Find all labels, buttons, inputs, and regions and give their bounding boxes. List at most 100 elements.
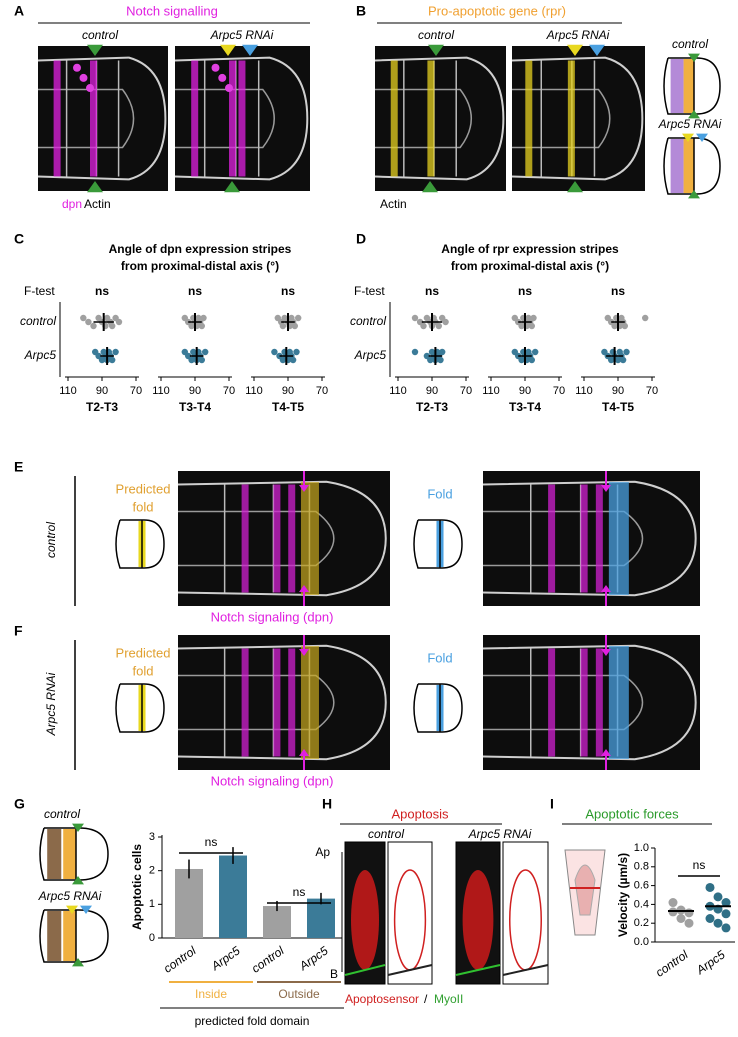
condition-label: control	[82, 28, 118, 42]
x-tick-label: control	[161, 943, 199, 975]
stripe	[390, 60, 398, 177]
x-tick-label: 90	[282, 385, 294, 397]
panel-letter: C	[14, 231, 24, 247]
x-tick-label: 90	[96, 385, 108, 397]
test-label: F-test	[354, 284, 385, 298]
point	[713, 892, 723, 902]
legend-label: Apoptosensor	[345, 992, 419, 1006]
nucleus	[225, 84, 233, 93]
chart-title: from proximal-distal axis (°)	[121, 259, 279, 273]
point	[442, 318, 449, 326]
junction	[387, 964, 433, 976]
condition-label: Arpc5 RNAi	[546, 28, 610, 42]
arrowhead	[224, 181, 240, 193]
x-tick-label: 90	[519, 385, 531, 397]
stripe	[191, 60, 199, 177]
x-tick-label: 110	[389, 385, 407, 397]
arrowhead	[72, 876, 84, 885]
point	[279, 322, 287, 330]
point	[642, 314, 649, 322]
arrowhead	[601, 749, 611, 756]
tissue-outline	[177, 480, 387, 597]
stripe	[595, 484, 603, 593]
y-axis-label: Apoptotic cells	[130, 844, 144, 930]
point	[528, 356, 535, 364]
arrowhead	[242, 44, 258, 56]
y-tick-label: 0.8	[634, 861, 649, 873]
x-tick-label: 70	[130, 385, 142, 397]
point	[109, 356, 116, 364]
bar	[219, 855, 247, 938]
group-caption: predicted fold domain	[195, 1014, 310, 1028]
point	[676, 914, 686, 923]
row-label: control	[44, 522, 58, 558]
tissue-outline	[174, 56, 309, 181]
tissue-outline	[482, 644, 697, 761]
stripe	[90, 60, 97, 177]
y-axis-label: Velocity (µm/s)	[616, 853, 630, 937]
schematic-domain	[670, 139, 684, 193]
fold-label: Fold	[427, 650, 452, 665]
arrowhead	[682, 133, 694, 142]
legend-label: /	[424, 992, 428, 1006]
point	[528, 322, 535, 330]
row-label: Arpc5	[24, 348, 57, 362]
point	[271, 348, 278, 356]
subplot-name: T3-T4	[509, 400, 541, 414]
axis-label: Ap	[315, 845, 330, 859]
stripe	[525, 60, 533, 177]
x-tick-label: 110	[482, 385, 500, 397]
fold-overlay	[300, 482, 319, 595]
point	[411, 314, 419, 322]
point	[623, 348, 630, 356]
arrowhead	[299, 649, 309, 656]
legend-label: Actin	[84, 197, 111, 211]
group-label: Outside	[278, 987, 320, 1001]
row-label: Arpc5 RNAi	[44, 672, 58, 736]
x-tick-label: 90	[612, 385, 624, 397]
panel-letter: D	[356, 231, 366, 247]
subplot-name: T3-T4	[179, 400, 211, 414]
nucleus	[218, 73, 227, 82]
condition-label: Arpc5 RNAi	[210, 28, 274, 42]
annotation: ns	[425, 284, 439, 298]
schematic-label: control	[44, 807, 80, 821]
schematic-label: control	[672, 37, 708, 51]
stripe	[580, 484, 588, 593]
tissue-outline	[38, 88, 135, 149]
predicted-fold-label: fold	[133, 663, 154, 678]
x-tick-label: 110	[245, 385, 263, 397]
stripe	[241, 648, 249, 757]
schematic-label: Arpc5 RNAi	[658, 117, 722, 131]
point	[705, 882, 715, 892]
group-label: Inside	[195, 987, 227, 1001]
tissue-outline	[374, 56, 505, 181]
row-label: Arpc5	[354, 348, 387, 362]
caption: Notch signaling (dpn)	[211, 773, 334, 788]
point	[202, 348, 209, 356]
tissue-outline	[37, 56, 167, 181]
stripe	[288, 484, 296, 593]
y-tick-label: 0.0	[634, 936, 649, 948]
annotation: ns	[188, 284, 202, 298]
point	[291, 322, 298, 330]
nucleus	[86, 84, 94, 93]
schematic-label: Arpc5 RNAi	[38, 889, 102, 903]
micrograph	[178, 635, 390, 770]
point	[85, 318, 92, 326]
chart-title: from proximal-distal axis (°)	[451, 259, 609, 273]
point	[721, 898, 731, 908]
point	[435, 322, 442, 330]
panel-title: Notch signalling	[126, 3, 218, 18]
point	[530, 314, 537, 322]
arrowhead	[428, 44, 444, 56]
point	[293, 348, 300, 356]
stripe	[288, 648, 296, 757]
fold-label: Fold	[427, 486, 452, 501]
arrowhead	[688, 110, 700, 119]
arrowhead	[299, 585, 309, 592]
stripe	[238, 60, 246, 177]
x-tick-label: 70	[223, 385, 235, 397]
nucleus	[79, 73, 88, 82]
panel-letter: A	[14, 3, 24, 19]
